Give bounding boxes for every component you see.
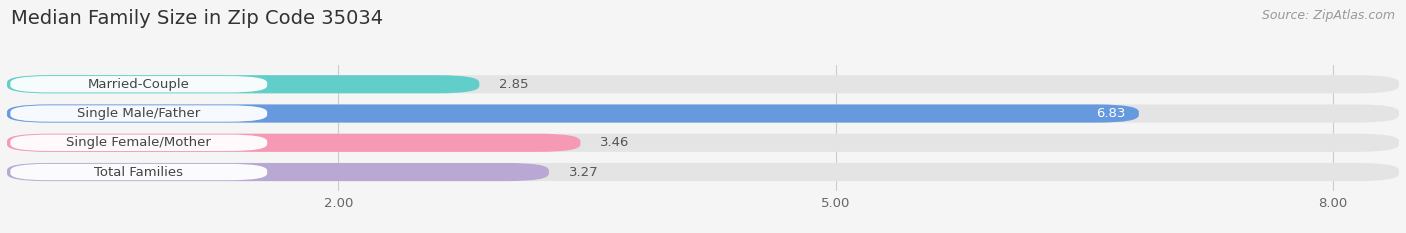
Text: Married-Couple: Married-Couple — [87, 78, 190, 91]
FancyBboxPatch shape — [10, 76, 267, 93]
FancyBboxPatch shape — [10, 105, 267, 122]
Text: Source: ZipAtlas.com: Source: ZipAtlas.com — [1261, 9, 1395, 22]
Text: 6.83: 6.83 — [1097, 107, 1126, 120]
Text: Single Female/Mother: Single Female/Mother — [66, 136, 211, 149]
FancyBboxPatch shape — [7, 75, 479, 93]
FancyBboxPatch shape — [7, 104, 1399, 123]
Text: Single Male/Father: Single Male/Father — [77, 107, 201, 120]
FancyBboxPatch shape — [10, 164, 267, 180]
FancyBboxPatch shape — [10, 135, 267, 151]
FancyBboxPatch shape — [7, 75, 1399, 93]
Text: 2.85: 2.85 — [499, 78, 529, 91]
FancyBboxPatch shape — [7, 134, 1399, 152]
FancyBboxPatch shape — [7, 104, 1139, 123]
FancyBboxPatch shape — [7, 163, 548, 181]
Text: Median Family Size in Zip Code 35034: Median Family Size in Zip Code 35034 — [11, 9, 384, 28]
Text: 3.27: 3.27 — [569, 165, 599, 178]
Text: Total Families: Total Families — [94, 165, 183, 178]
Text: 3.46: 3.46 — [600, 136, 630, 149]
FancyBboxPatch shape — [7, 134, 581, 152]
FancyBboxPatch shape — [7, 163, 1399, 181]
